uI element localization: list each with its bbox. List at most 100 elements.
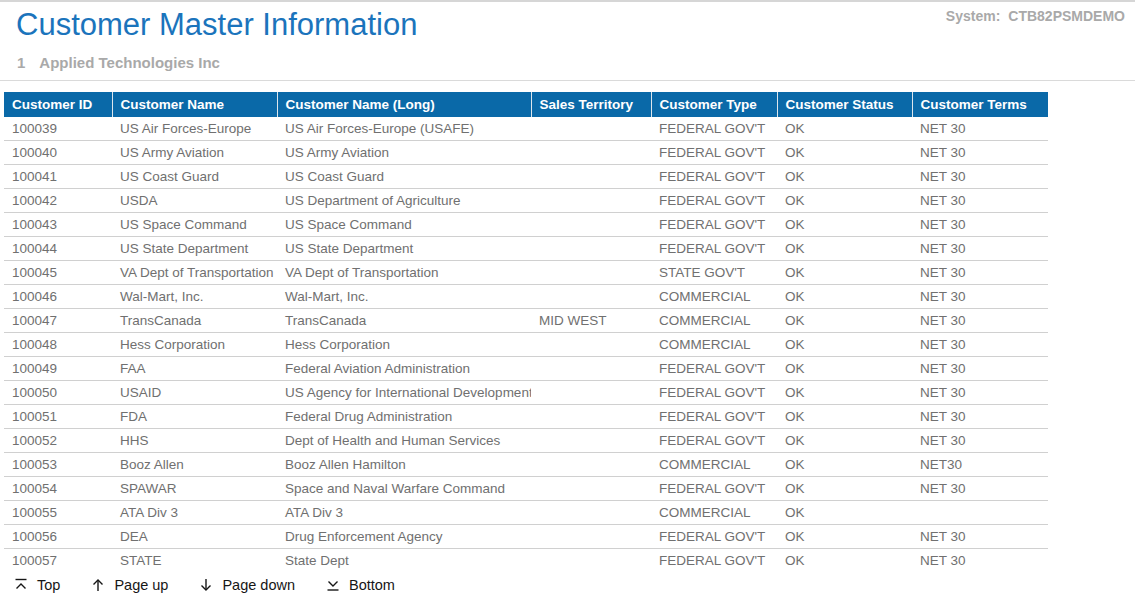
table-cell: NET 30 bbox=[912, 357, 1048, 381]
table-cell: OK bbox=[777, 309, 912, 333]
table-cell: FEDERAL GOV'T bbox=[651, 525, 777, 549]
table-cell: USDA bbox=[112, 189, 277, 213]
table-cell bbox=[531, 165, 651, 189]
table-cell: 100046 bbox=[4, 285, 112, 309]
table-cell: FEDERAL GOV'T bbox=[651, 357, 777, 381]
table-cell: COMMERCIAL bbox=[651, 285, 777, 309]
table-cell: Federal Aviation Administration bbox=[277, 357, 531, 381]
table-cell: 100056 bbox=[4, 525, 112, 549]
bottom-button-label: Bottom bbox=[349, 577, 395, 593]
table-cell: TransCanada bbox=[112, 309, 277, 333]
table-row: 100055ATA Div 3ATA Div 3COMMERCIALOK bbox=[4, 501, 1048, 525]
table-cell: NET 30 bbox=[912, 333, 1048, 357]
table-row: 100045VA Dept of TransportationVA Dept o… bbox=[4, 261, 1048, 285]
record-summary: 1Applied Technologies Inc bbox=[17, 54, 220, 71]
customer-master-page: Customer Master Information System:CTB82… bbox=[0, 0, 1135, 611]
table-cell: OK bbox=[777, 357, 912, 381]
table-cell: Space and Naval Warfare Command bbox=[277, 477, 531, 501]
table-cell: OK bbox=[777, 405, 912, 429]
table-cell: NET 30 bbox=[912, 141, 1048, 165]
table-row: 100046Wal-Mart, Inc.Wal-Mart, Inc.COMMER… bbox=[4, 285, 1048, 309]
table-row: 100053Booz AllenBooz Allen HamiltonCOMME… bbox=[4, 453, 1048, 477]
page-up-button[interactable]: Page up bbox=[90, 577, 168, 593]
table-row: 100057STATEState DeptFEDERAL GOV'TOKNET … bbox=[4, 549, 1048, 572]
table-cell: NET 30 bbox=[912, 405, 1048, 429]
table-cell: US Space Command bbox=[112, 213, 277, 237]
table-cell: 100053 bbox=[4, 453, 112, 477]
table-cell: 100044 bbox=[4, 237, 112, 261]
table-cell: FEDERAL GOV'T bbox=[651, 381, 777, 405]
table-cell: Federal Drug Administration bbox=[277, 405, 531, 429]
table-cell: 100054 bbox=[4, 477, 112, 501]
table-cell: OK bbox=[777, 429, 912, 453]
table-cell: TransCanada bbox=[277, 309, 531, 333]
table-cell: Drug Enforcement Agency bbox=[277, 525, 531, 549]
table-cell: US Agency for International Development bbox=[277, 381, 531, 405]
table-cell: USAID bbox=[112, 381, 277, 405]
table-cell: 100050 bbox=[4, 381, 112, 405]
table-cell bbox=[531, 357, 651, 381]
table-cell: US Air Forces-Europe bbox=[112, 117, 277, 141]
system-value: CTB82PSMDEMO bbox=[1008, 8, 1125, 24]
table-cell: NET 30 bbox=[912, 525, 1048, 549]
table-cell bbox=[531, 189, 651, 213]
table-cell: OK bbox=[777, 189, 912, 213]
table-cell: US Department of Agriculture bbox=[277, 189, 531, 213]
header-divider bbox=[0, 80, 1135, 81]
table-cell: 100051 bbox=[4, 405, 112, 429]
table-cell: OK bbox=[777, 141, 912, 165]
table-cell: NET 30 bbox=[912, 285, 1048, 309]
table-row: 100056DEADrug Enforcement AgencyFEDERAL … bbox=[4, 525, 1048, 549]
table-cell: VA Dept of Transportation bbox=[112, 261, 277, 285]
bottom-button[interactable]: Bottom bbox=[325, 577, 395, 593]
table-cell bbox=[531, 525, 651, 549]
table-row: 100040US Army AviationUS Army AviationFE… bbox=[4, 141, 1048, 165]
table-cell: 100042 bbox=[4, 189, 112, 213]
table-cell: OK bbox=[777, 165, 912, 189]
table-cell bbox=[531, 477, 651, 501]
column-header: Sales Territory bbox=[531, 92, 651, 117]
table-cell: NET 30 bbox=[912, 165, 1048, 189]
table-cell bbox=[531, 501, 651, 525]
table-cell: OK bbox=[777, 549, 912, 572]
table-cell: 100055 bbox=[4, 501, 112, 525]
table-cell: 100049 bbox=[4, 357, 112, 381]
table-header: Customer IDCustomer NameCustomer Name (L… bbox=[4, 92, 1048, 117]
table-cell: FEDERAL GOV'T bbox=[651, 213, 777, 237]
table-row: 100049FAAFederal Aviation Administration… bbox=[4, 357, 1048, 381]
page-up-icon bbox=[90, 577, 106, 593]
top-divider bbox=[0, 0, 1135, 2]
table-cell: OK bbox=[777, 213, 912, 237]
top-button[interactable]: Top bbox=[13, 577, 60, 593]
table-cell: US Space Command bbox=[277, 213, 531, 237]
table-cell bbox=[531, 237, 651, 261]
page-down-button-label: Page down bbox=[222, 577, 295, 593]
table-cell: OK bbox=[777, 237, 912, 261]
table-cell: NET 30 bbox=[912, 549, 1048, 572]
table-cell: FEDERAL GOV'T bbox=[651, 405, 777, 429]
page-down-button[interactable]: Page down bbox=[198, 577, 295, 593]
table-cell: COMMERCIAL bbox=[651, 453, 777, 477]
table-cell: US State Department bbox=[277, 237, 531, 261]
table-cell: OK bbox=[777, 381, 912, 405]
table-row: 100047TransCanadaTransCanadaMID WESTCOMM… bbox=[4, 309, 1048, 333]
table-cell: COMMERCIAL bbox=[651, 501, 777, 525]
page-down-icon bbox=[198, 577, 214, 593]
table-row: 100048Hess CorporationHess CorporationCO… bbox=[4, 333, 1048, 357]
table-cell bbox=[531, 285, 651, 309]
table-cell: NET 30 bbox=[912, 213, 1048, 237]
table-cell: Wal-Mart, Inc. bbox=[277, 285, 531, 309]
page-up-button-label: Page up bbox=[114, 577, 168, 593]
table-cell bbox=[531, 381, 651, 405]
table-cell: State Dept bbox=[277, 549, 531, 572]
record-name: Applied Technologies Inc bbox=[39, 54, 220, 71]
table-cell: NET 30 bbox=[912, 189, 1048, 213]
table-cell: 100045 bbox=[4, 261, 112, 285]
table-cell: ATA Div 3 bbox=[277, 501, 531, 525]
customer-table: Customer IDCustomer NameCustomer Name (L… bbox=[4, 92, 1048, 571]
table-cell bbox=[531, 141, 651, 165]
column-header: Customer Name (Long) bbox=[277, 92, 531, 117]
table-cell: 100039 bbox=[4, 117, 112, 141]
table-cell: OK bbox=[777, 261, 912, 285]
table-cell: FAA bbox=[112, 357, 277, 381]
